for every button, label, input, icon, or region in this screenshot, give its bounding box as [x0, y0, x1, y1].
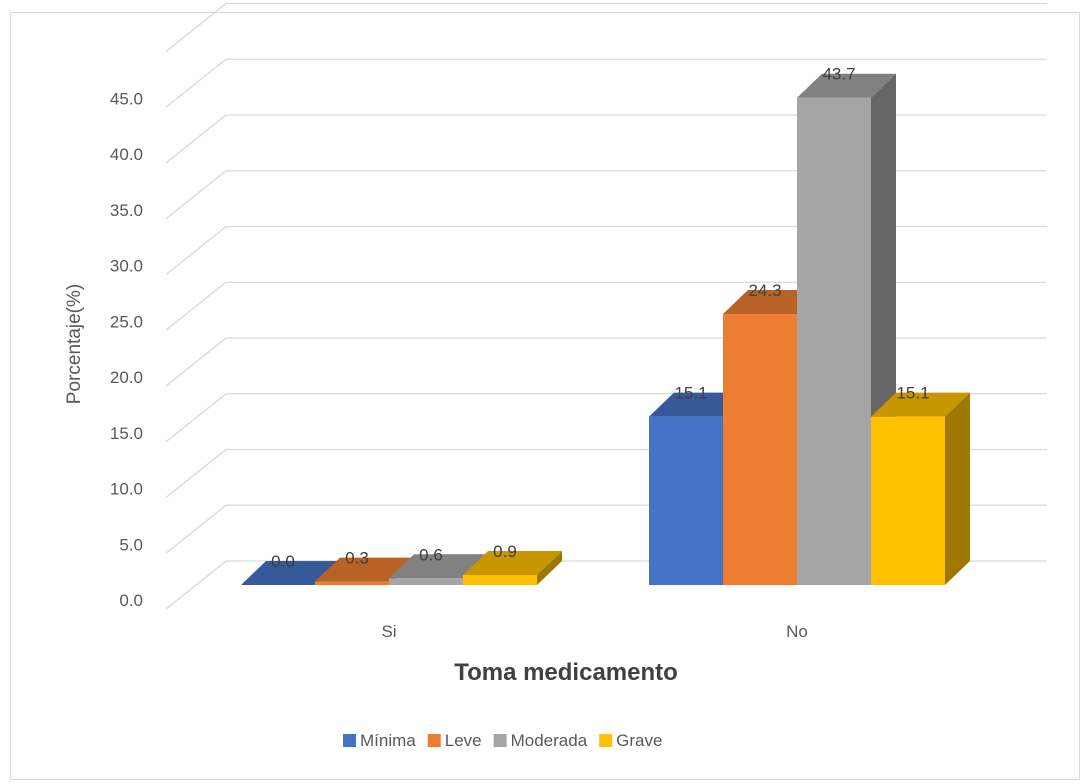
gridline-side — [165, 170, 227, 220]
y-axis-title: Porcentaje(%) — [64, 284, 85, 404]
data-label: 0.6 — [419, 545, 443, 564]
y-tick-label: 35.0 — [110, 201, 143, 220]
legend-swatch — [427, 734, 441, 747]
legend: Mínima Leve Moderada Grave — [343, 731, 662, 750]
data-label: 15.1 — [896, 384, 929, 403]
x-category-label: Si — [381, 622, 396, 641]
bar-top — [389, 554, 488, 579]
bar-front — [723, 314, 797, 585]
bar-no-grave — [871, 392, 970, 585]
data-label: 24.3 — [748, 281, 781, 300]
gridline-side — [165, 2, 227, 53]
y-tick-label: 20.0 — [110, 368, 143, 387]
bar-front — [389, 578, 463, 585]
y-tick-label: 45.0 — [110, 89, 143, 108]
legend-label: Moderada — [511, 731, 588, 750]
gridline-side — [165, 225, 227, 276]
legend-item-leve: Leve — [427, 731, 482, 750]
legend-item-mínima: Mínima — [343, 731, 416, 750]
bar-si-mínima — [241, 561, 340, 585]
gridline-side — [165, 337, 227, 387]
gridline-side — [165, 114, 227, 164]
y-tick-label: 10.0 — [110, 480, 143, 499]
y-tick-label: 0.0 — [119, 591, 143, 610]
y-tick-label: 30.0 — [110, 257, 143, 276]
bar-top — [797, 73, 896, 98]
gridline-side — [165, 281, 227, 331]
legend-label: Grave — [616, 731, 662, 750]
y-tick-label: 15.0 — [110, 424, 143, 443]
bar-front — [315, 581, 389, 585]
bar-side — [945, 392, 970, 585]
y-tick-label: 40.0 — [110, 145, 143, 164]
legend-swatch — [599, 734, 613, 747]
x-axis-categories: Si No — [381, 622, 807, 641]
legend-swatch — [493, 734, 507, 747]
y-tick-label: 5.0 — [119, 535, 143, 554]
legend-label: Mínima — [360, 731, 416, 750]
y-tick-label: 25.0 — [110, 312, 143, 331]
legend-label: Leve — [445, 731, 482, 750]
bar-front — [871, 416, 945, 585]
bar-side — [537, 550, 562, 585]
legend-item-grave: Grave — [599, 731, 662, 750]
bar-si-grave — [463, 550, 562, 585]
data-label: 15.1 — [674, 384, 707, 403]
data-labels: 0.0 0.3 0.6 0.9 15.1 24.3 43.7 15.1 — [271, 65, 929, 571]
gridline-side — [165, 58, 227, 108]
bar-front — [797, 97, 871, 586]
x-category-label: No — [786, 622, 808, 641]
bars — [241, 73, 970, 586]
gridline-side — [165, 448, 227, 499]
bar-front — [463, 574, 537, 585]
data-label: 43.7 — [822, 65, 855, 84]
legend-swatch — [343, 734, 356, 747]
bar-top — [241, 561, 340, 585]
bar-top — [871, 392, 970, 417]
bar-top — [315, 557, 414, 582]
bar-front — [649, 416, 723, 585]
x-axis-title: Toma medicamento — [454, 659, 678, 686]
bar-top — [463, 550, 562, 575]
legend-item-moderada: Moderada — [493, 731, 588, 750]
gridline-side — [165, 504, 227, 554]
data-label: 0.3 — [345, 549, 369, 568]
y-axis-ticks: 0.0 5.0 10.0 15.0 20.0 25.0 30.0 35.0 40.0 45.0 — [110, 89, 143, 610]
data-label: 0.0 — [271, 552, 295, 571]
gridline-side — [165, 560, 227, 610]
data-label: 0.9 — [493, 542, 517, 561]
gridline-side — [165, 393, 227, 443]
